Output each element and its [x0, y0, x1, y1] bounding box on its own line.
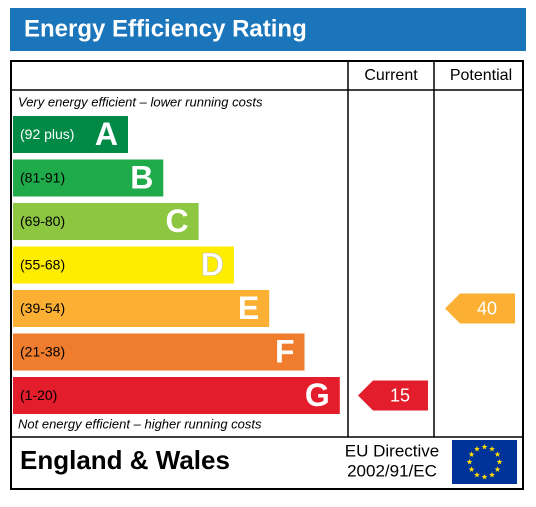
rating-arrow	[445, 293, 515, 324]
band-bar	[13, 116, 128, 153]
band-range: (81-91)	[20, 170, 65, 186]
band-bar	[13, 333, 305, 371]
top-note: Very energy efficient – lower running co…	[18, 94, 263, 109]
title: Energy Efficiency Rating	[24, 15, 307, 42]
title-bar	[10, 8, 526, 51]
eu-star	[468, 466, 475, 472]
directive: EU Directive	[345, 441, 439, 460]
eu-star	[481, 444, 488, 450]
eu-star	[474, 446, 480, 452]
eu-star	[481, 474, 488, 480]
band-range: (55-68)	[20, 257, 65, 273]
rating-arrow	[358, 380, 428, 411]
band-range: (69-80)	[20, 213, 65, 229]
eu-star	[466, 459, 473, 465]
band-letter: G	[305, 377, 330, 413]
band-range: (92 plus)	[20, 126, 74, 142]
band-range: (21-38)	[20, 344, 65, 360]
bottom-note: Not energy efficient – higher running co…	[18, 416, 262, 431]
band-bar	[13, 246, 234, 284]
band-bar	[13, 290, 270, 327]
eu-star	[494, 466, 501, 472]
eu-star	[496, 459, 503, 465]
band-letter: D	[201, 246, 224, 282]
eu-star	[494, 451, 501, 457]
band-letter: A	[95, 116, 118, 152]
band-letter: F	[275, 333, 295, 369]
eu-stars	[466, 444, 503, 480]
band-bar	[13, 377, 340, 414]
band-range: (39-54)	[20, 300, 65, 316]
rating-value: 40	[477, 298, 497, 318]
column-header: Current	[364, 67, 418, 84]
eu-star	[468, 451, 475, 457]
band-bar	[13, 203, 199, 240]
directive: 2002/91/EC	[347, 461, 437, 480]
eu-star	[489, 446, 495, 452]
band-letter: C	[165, 203, 188, 239]
band-letter: B	[130, 159, 153, 195]
band-bar	[13, 159, 164, 197]
band-range: (1-20)	[20, 387, 57, 403]
column-header: Potential	[450, 67, 512, 84]
rating-value: 15	[390, 385, 410, 405]
eu-star	[489, 472, 495, 478]
eu-star	[474, 472, 480, 478]
band-letter: E	[238, 290, 259, 326]
region: England & Wales	[20, 445, 230, 475]
frame	[10, 60, 524, 490]
